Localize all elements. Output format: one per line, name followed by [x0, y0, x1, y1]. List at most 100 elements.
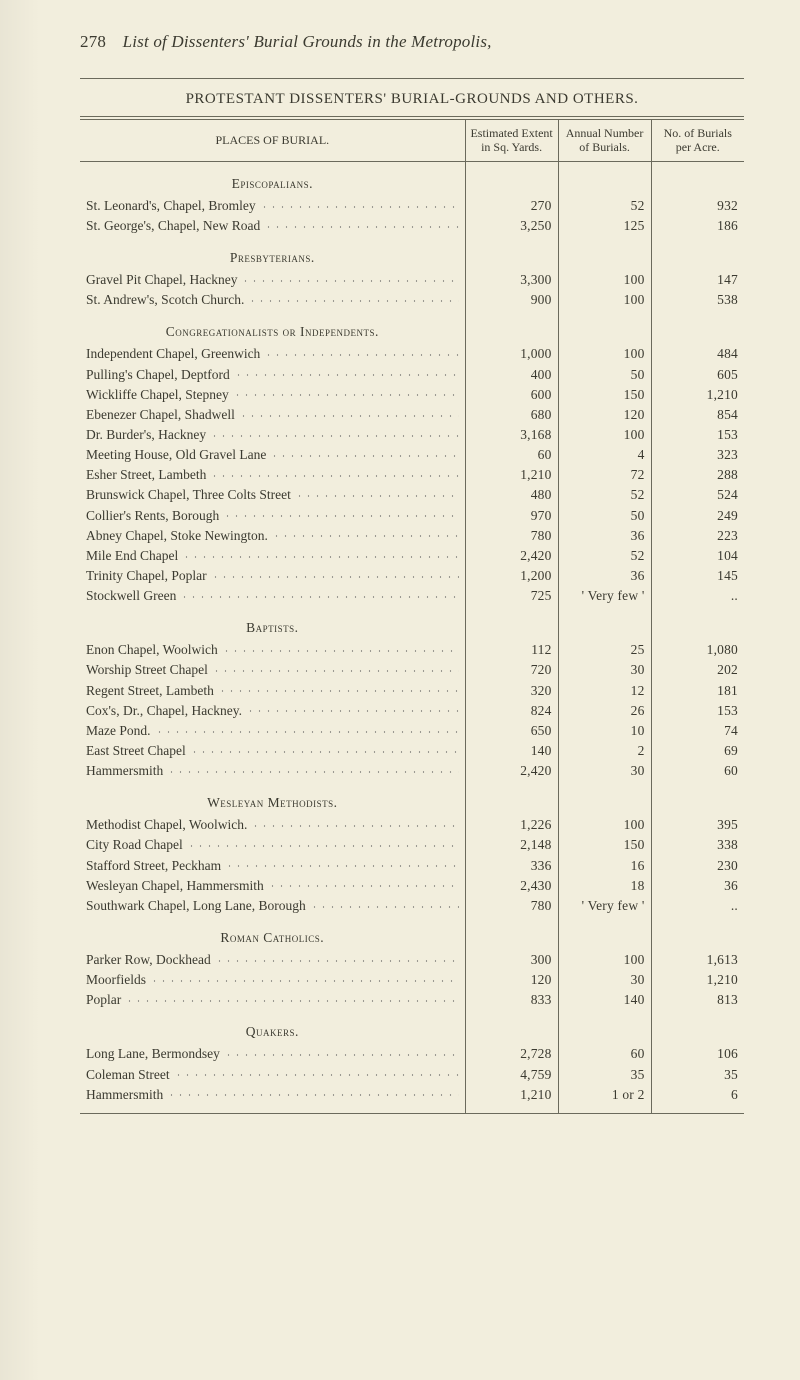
leader-dots — [211, 568, 459, 580]
place-name: City Road Chapel — [86, 837, 183, 853]
estimated-cell: 1,200 — [465, 566, 558, 586]
annual-cell: ' Very few ' — [558, 586, 651, 606]
leader-dots — [225, 857, 459, 869]
place-name: Hammersmith — [86, 763, 163, 779]
table-row: East Street Chapel140269 — [80, 741, 744, 761]
place-name: Stafford Street, Peckham — [86, 858, 221, 874]
place-cell: St. George's, Chapel, New Road — [80, 216, 465, 236]
estimated-cell: 120 — [465, 970, 558, 990]
group-heading-label: Congregationalists or Independents. — [166, 324, 379, 339]
table-row: Enon Chapel, Woolwich112251,080 — [80, 640, 744, 660]
place-cell: Pulling's Chapel, Deptford — [80, 364, 465, 384]
table-row: Stafford Street, Peckham33616230 — [80, 855, 744, 875]
place-name: Moorfields — [86, 972, 146, 988]
table-row: Methodist Chapel, Woolwich.1,226100395 — [80, 815, 744, 835]
leader-dots — [295, 487, 459, 499]
leader-dots — [150, 972, 459, 984]
leader-dots — [268, 878, 459, 890]
place-cell: Parker Row, Dockhead — [80, 950, 465, 970]
table-header: PLACES OF BURIAL. Estimated Extent in Sq… — [80, 118, 744, 161]
peracre-cell: 323 — [651, 445, 744, 465]
annual-cell: 100 — [558, 950, 651, 970]
place-name: Abney Chapel, Stoke Newington. — [86, 528, 268, 544]
empty-cell — [651, 236, 744, 270]
table-row: Maze Pond.6501074 — [80, 721, 744, 741]
place-name: St. Leonard's, Chapel, Bromley — [86, 198, 256, 214]
estimated-cell: 1,210 — [465, 465, 558, 485]
place-name: Meeting House, Old Gravel Lane — [86, 447, 266, 463]
estimated-cell: 680 — [465, 405, 558, 425]
annual-cell: 140 — [558, 990, 651, 1010]
estimated-cell: 300 — [465, 950, 558, 970]
group-heading-row: Roman Catholics. — [80, 916, 744, 950]
peracre-cell: 153 — [651, 701, 744, 721]
place-cell: Esher Street, Lambeth — [80, 465, 465, 485]
place-cell: Stockwell Green — [80, 586, 465, 606]
group-heading: Roman Catholics. — [80, 916, 465, 950]
leader-dots — [264, 346, 458, 358]
place-cell: Gravel Pit Chapel, Hackney — [80, 270, 465, 290]
table-row: Ebenezer Chapel, Shadwell680120854 — [80, 405, 744, 425]
peracre-cell: 153 — [651, 425, 744, 445]
col-peracre: No. of Burials per Acre. — [651, 118, 744, 161]
leader-dots — [248, 292, 458, 304]
place-name: Wickliffe Chapel, Stepney — [86, 387, 229, 403]
peracre-cell: 1,210 — [651, 385, 744, 405]
annual-cell: 150 — [558, 835, 651, 855]
group-heading-label: Presbyterians. — [230, 250, 315, 265]
empty-cell — [651, 1010, 744, 1044]
table-row: City Road Chapel2,148150338 — [80, 835, 744, 855]
annual-cell: 2 — [558, 741, 651, 761]
place-cell: Regent Street, Lambeth — [80, 680, 465, 700]
col-annual: Annual Number of Burials. — [558, 118, 651, 161]
empty-cell — [651, 310, 744, 344]
peracre-cell: 104 — [651, 546, 744, 566]
group-heading-row: Episcopalians. — [80, 161, 744, 196]
leader-dots — [210, 467, 458, 479]
peracre-cell: 6 — [651, 1085, 744, 1114]
place-cell: Mile End Chapel — [80, 546, 465, 566]
peracre-cell: 145 — [651, 566, 744, 586]
annual-cell: 36 — [558, 566, 651, 586]
group-heading-label: Baptists. — [246, 620, 298, 635]
leader-dots — [182, 548, 458, 560]
place-name: Southwark Chapel, Long Lane, Borough — [86, 898, 306, 914]
place-cell: Cox's, Dr., Chapel, Hackney. — [80, 701, 465, 721]
place-name: Regent Street, Lambeth — [86, 683, 214, 699]
annual-cell: 72 — [558, 465, 651, 485]
place-cell: Hammersmith — [80, 1085, 465, 1114]
place-name: Collier's Rents, Borough — [86, 508, 219, 524]
leader-dots — [125, 992, 458, 1004]
place-name: Poplar — [86, 992, 121, 1008]
estimated-cell: 833 — [465, 990, 558, 1010]
peracre-cell: 147 — [651, 270, 744, 290]
peracre-cell: .. — [651, 896, 744, 916]
peracre-cell: 186 — [651, 216, 744, 236]
group-heading-row: Wesleyan Methodists. — [80, 781, 744, 815]
table-row: Cox's, Dr., Chapel, Hackney.82426153 — [80, 701, 744, 721]
annual-cell: 100 — [558, 344, 651, 364]
peracre-cell: .. — [651, 586, 744, 606]
table-row: Collier's Rents, Borough97050249 — [80, 505, 744, 525]
leader-dots — [210, 427, 458, 439]
place-name: Esher Street, Lambeth — [86, 467, 206, 483]
leader-dots — [212, 662, 459, 674]
place-cell: Worship Street Chapel — [80, 660, 465, 680]
place-cell: St. Andrew's, Scotch Church. — [80, 290, 465, 310]
peracre-cell: 60 — [651, 761, 744, 781]
place-cell: Abney Chapel, Stoke Newington. — [80, 526, 465, 546]
annual-cell: 25 — [558, 640, 651, 660]
peracre-cell: 395 — [651, 815, 744, 835]
leader-dots — [270, 447, 458, 459]
peracre-cell: 813 — [651, 990, 744, 1010]
peracre-cell: 605 — [651, 364, 744, 384]
annual-cell: 100 — [558, 270, 651, 290]
place-cell: East Street Chapel — [80, 741, 465, 761]
place-cell: Maze Pond. — [80, 721, 465, 741]
place-name: Independent Chapel, Greenwich — [86, 346, 260, 362]
leader-dots — [167, 1087, 458, 1099]
empty-cell — [651, 161, 744, 196]
place-name: Maze Pond. — [86, 723, 151, 739]
place-name: Methodist Chapel, Woolwich. — [86, 817, 247, 833]
place-cell: Brunswick Chapel, Three Colts Street — [80, 485, 465, 505]
